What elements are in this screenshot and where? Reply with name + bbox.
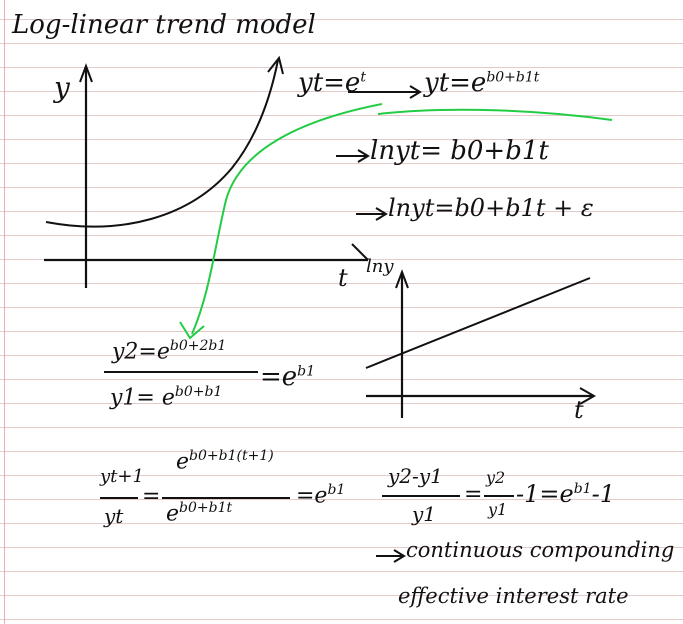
ratio2-denominator2: eb0+b1t: [166, 500, 233, 527]
graph2-t-label: t: [574, 396, 584, 424]
ratio2-rhs: =eb1: [296, 482, 346, 509]
curve-arrow: [267, 55, 284, 75]
ratio1-rhs: =eb1: [260, 362, 316, 392]
page-title: Log-linear trend model: [12, 10, 316, 40]
eq3: lnyt=b0+b1t + ε: [388, 194, 594, 222]
ratio1-denominator: y1= eb0+b1: [110, 384, 223, 411]
green-underline: [377, 108, 613, 121]
eq1-left: yt=et: [298, 68, 366, 98]
note-line2: effective interest rate: [398, 584, 629, 608]
ratio3-denominator2: y1: [488, 500, 508, 519]
ratio3-equals: =: [464, 482, 483, 507]
graph1-y-label: y: [54, 71, 70, 104]
exponential-curve: [45, 59, 279, 228]
graph1-t-label: t: [338, 264, 348, 292]
ratio2-numerator2: eb0+b1(t+1): [176, 448, 274, 475]
ratio3-numerator2: y2: [486, 468, 506, 487]
note-line1: continuous compounding: [406, 538, 675, 562]
eq2: lnyt= b0+b1t: [370, 136, 549, 166]
margin-line: [4, 0, 5, 624]
ratio1-numerator: y2=eb0+2b1: [112, 338, 227, 365]
ratio3-numerator: y2-y1: [388, 464, 443, 488]
ratio2-numerator: yt+1: [100, 466, 144, 487]
eq1-right: yt=eb0+b1t: [424, 68, 540, 98]
ratio2-equals: =: [142, 484, 161, 509]
ratio2-denominator: yt: [104, 504, 124, 528]
ratio3-denominator: y1: [412, 502, 437, 526]
green-arrow: [191, 103, 383, 335]
graph1-y-arrow: [79, 63, 93, 83]
graph2-y-label: lny: [366, 256, 394, 277]
ratio3-tail: -1=eb1-1: [516, 480, 615, 508]
graph1-t-arrow: [351, 243, 369, 261]
linear-line: [365, 277, 591, 369]
